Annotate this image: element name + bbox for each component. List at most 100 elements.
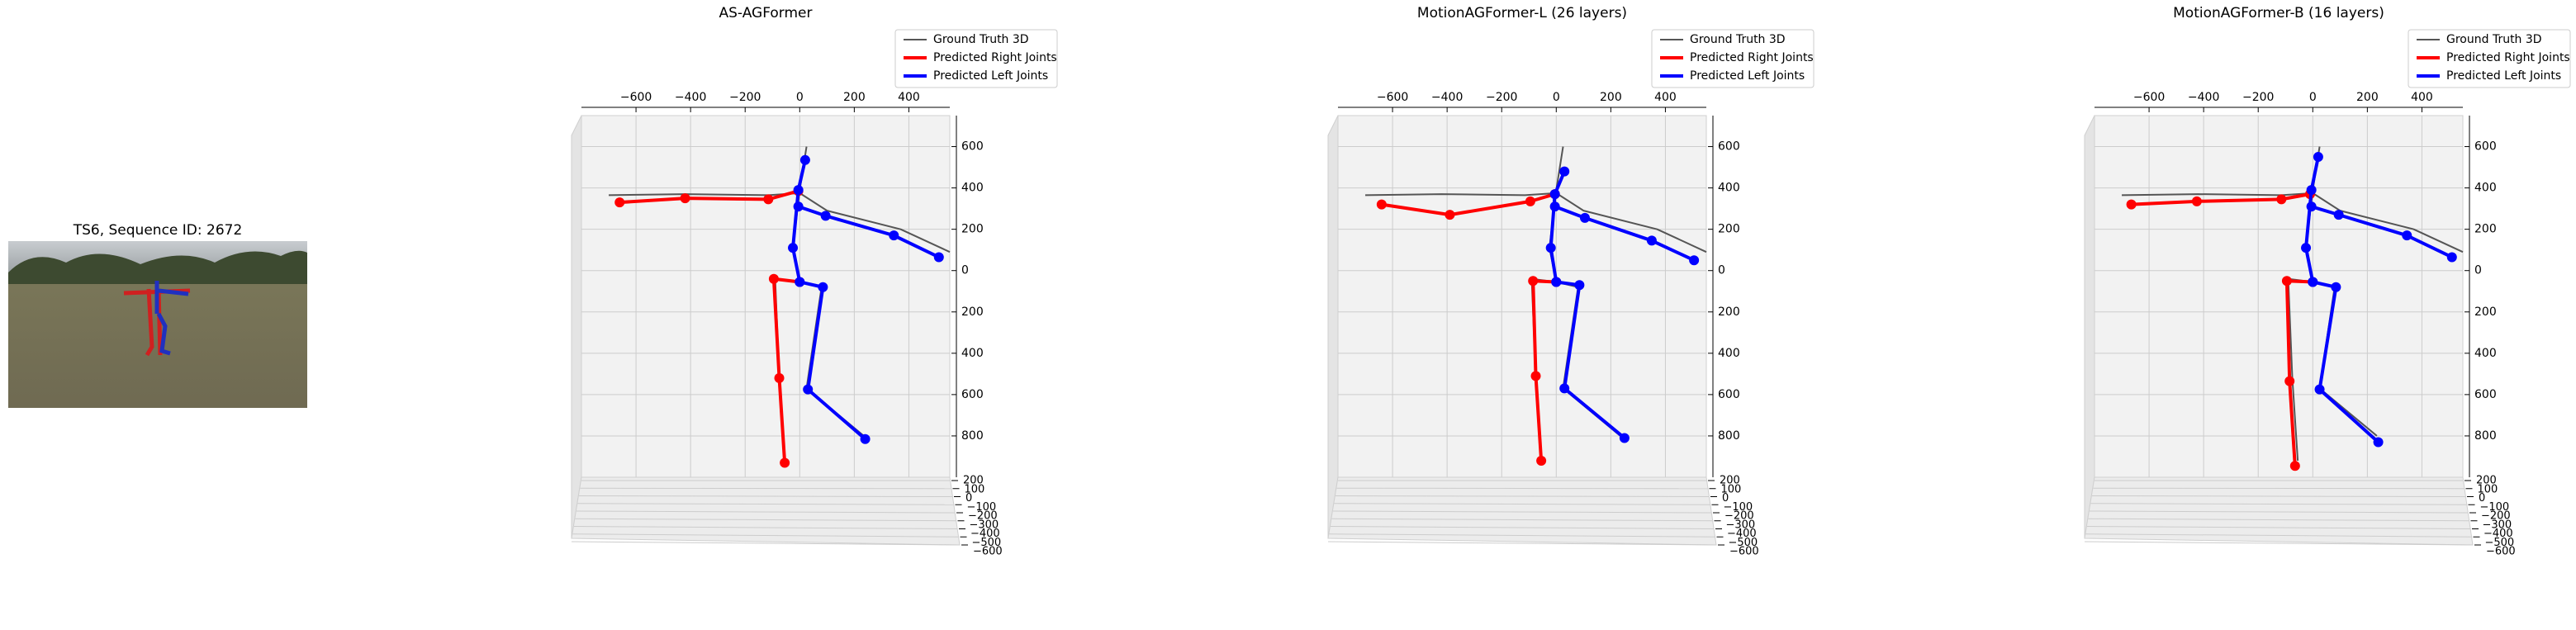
z-tick-label: −100: [2480, 501, 2510, 514]
joint-marker: [2313, 152, 2323, 163]
y-tick-label: 800: [2474, 429, 2497, 443]
joint-marker: [1579, 212, 1590, 223]
z-tick-label: −500: [2485, 537, 2515, 549]
z-tick-label: −100: [1724, 501, 1753, 514]
joint-marker: [1549, 189, 1560, 200]
joint-marker: [2191, 196, 2202, 206]
x-tick-label: 400: [1654, 91, 1677, 104]
joint-marker: [803, 384, 814, 395]
joint-marker: [1619, 433, 1630, 443]
series-line: [1381, 192, 1557, 462]
back-pane: [1337, 115, 1707, 478]
joint-marker: [1549, 201, 1560, 212]
series-line: [2304, 156, 2453, 443]
joint-marker: [680, 193, 690, 204]
left-wall: [2084, 115, 2095, 539]
y-tick-label: 400: [961, 347, 984, 360]
left-wall: [1327, 115, 1339, 539]
x-tick-label: −400: [675, 91, 706, 104]
joint-marker: [793, 201, 804, 212]
joint-marker: [1545, 243, 1556, 253]
grid-line: [2090, 503, 2467, 505]
y-tick-label: 600: [1718, 140, 1740, 154]
joint-marker: [799, 154, 810, 165]
joint-marker: [2289, 461, 2300, 471]
z-tick-label: 200: [2476, 475, 2497, 487]
joint-marker: [763, 194, 774, 205]
joint-marker: [1376, 199, 1387, 210]
joint-marker: [2126, 199, 2137, 210]
y-tick-label: 200: [961, 306, 984, 319]
y-tick-label: 400: [2474, 182, 2497, 195]
frame-title: TS6, Sequence ID: 2672: [73, 222, 243, 239]
y-tick-label: 0: [2474, 264, 2482, 277]
legend-label: Predicted Right Joints: [2446, 51, 2570, 64]
grid-line: [1330, 526, 1715, 529]
x-tick-label: −400: [1431, 91, 1463, 104]
z-tick-label: 100: [1721, 483, 1742, 495]
y-tick-label: 400: [961, 182, 984, 195]
z-tick-label: −400: [2483, 528, 2513, 540]
joint-marker: [793, 185, 804, 196]
y-tick-label: 600: [2474, 140, 2497, 154]
y-tick-label: 400: [2474, 347, 2497, 360]
grid-line: [2084, 541, 2474, 546]
z-tick-label: −500: [1729, 537, 1758, 549]
joint-marker: [2308, 277, 2318, 287]
legend-label: Predicted Left Joints: [933, 69, 1048, 83]
z-tick-label: −600: [1729, 546, 1759, 558]
z-tick-label: 0: [965, 492, 972, 504]
joint-marker: [2276, 194, 2287, 205]
grid-line: [578, 495, 953, 497]
joint-marker: [2446, 252, 2457, 263]
joint-marker: [2333, 210, 2344, 220]
y-tick-label: 200: [1718, 223, 1740, 236]
joint-marker: [1530, 371, 1541, 381]
x-tick-label: −600: [620, 91, 652, 104]
y-tick-label: 0: [961, 264, 969, 277]
grid-line: [2088, 518, 2469, 522]
joint-marker: [768, 273, 779, 284]
z-tick-label: −600: [2486, 546, 2516, 558]
y-tick-label: 600: [1718, 388, 1740, 401]
joint-marker: [820, 211, 831, 221]
y-tick-label: 400: [1718, 182, 1740, 195]
back-pane: [2094, 115, 2464, 478]
legend-label: Predicted Left Joints: [2446, 69, 2561, 83]
joint-marker: [2281, 276, 2292, 287]
photo-overlay-left: [154, 281, 189, 356]
y-tick-label: 200: [961, 223, 984, 236]
grid-line: [1336, 487, 1708, 490]
y-tick-label: 0: [1718, 264, 1725, 277]
left-wall: [571, 115, 582, 539]
joint-marker: [2402, 230, 2412, 241]
grid-line: [1335, 495, 1710, 497]
z-tick-label: 100: [2478, 483, 2498, 495]
legend-label: Predicted Right Joints: [1690, 51, 1814, 64]
z-tick-label: −400: [1727, 528, 1757, 540]
joint-marker: [2306, 201, 2317, 212]
joint-marker: [933, 252, 944, 263]
y-tick-label: 600: [961, 140, 984, 154]
z-tick-label: −200: [1724, 510, 1754, 523]
joint-marker: [860, 433, 871, 444]
chart-title: AS-AGFormer: [719, 5, 813, 21]
grid-line: [2086, 526, 2471, 529]
grid-line: [2091, 495, 2466, 497]
chart-title: MotionAGFormer-B (16 layers): [2173, 5, 2384, 21]
grid-line: [1332, 510, 1712, 514]
x-tick-label: 200: [843, 91, 866, 104]
joint-marker: [1574, 280, 1585, 291]
grid-line: [1334, 503, 1710, 505]
chart-title: MotionAGFormer-L (26 layers): [1417, 5, 1627, 21]
series-line: [619, 189, 800, 463]
x-tick-label: 0: [796, 91, 804, 104]
grid-line: [580, 487, 951, 490]
x-tick-label: −200: [2242, 91, 2274, 104]
video-frame: TS6, Sequence ID: 2672: [8, 222, 307, 408]
y-tick-label: 600: [2474, 388, 2497, 401]
z-tick-label: −400: [970, 528, 1000, 540]
x-tick-label: 200: [1600, 91, 1622, 104]
z-tick-label: −300: [2483, 519, 2512, 531]
